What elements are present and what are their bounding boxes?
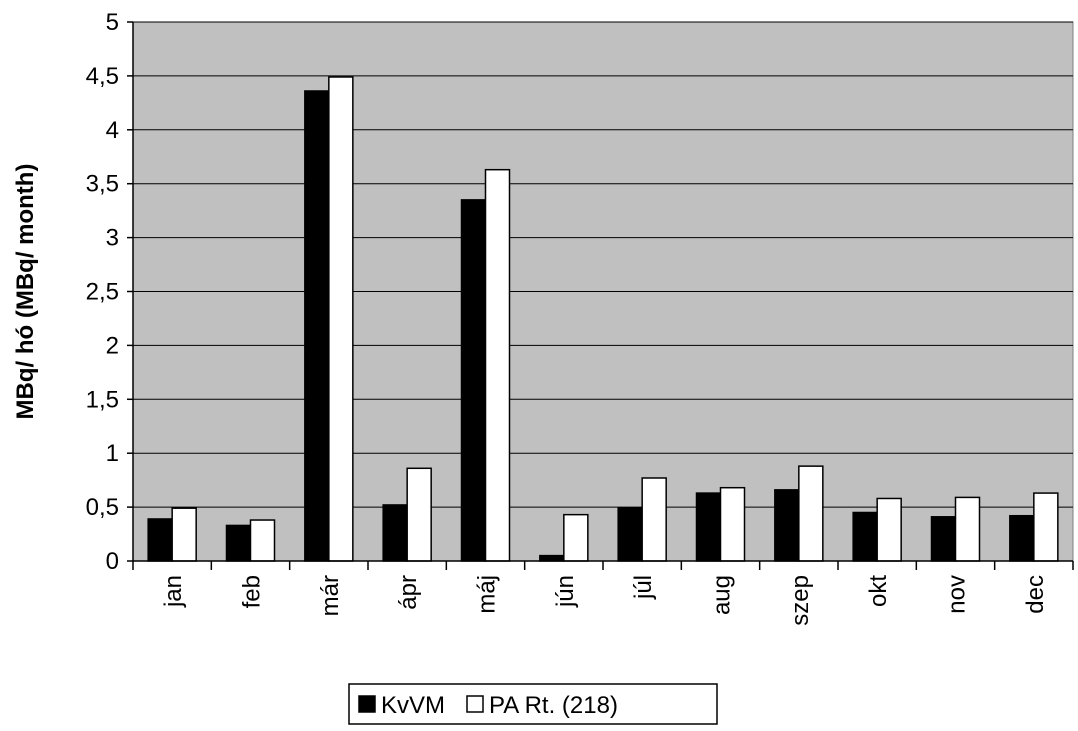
legend-label-kvvm: KvVM	[381, 692, 445, 719]
legend-box	[348, 683, 718, 725]
bar-kvvm-feb	[225, 524, 252, 562]
y-axis-title: MBq/ hó (MBq/ month)	[12, 164, 39, 420]
y-tick-label: 0	[106, 548, 119, 575]
bar-pa-rt-máj	[484, 168, 511, 562]
y-tick-label: 5	[106, 9, 119, 36]
bar-kvvm-jún	[539, 554, 565, 562]
bar-kvvm-szep	[774, 489, 800, 562]
bar-pa-rt-dec	[1033, 492, 1059, 562]
bar-kvvm-okt	[852, 511, 878, 562]
bar-pa-rt-júl	[641, 477, 667, 562]
bar-pa-rt-okt	[876, 497, 902, 562]
y-tick-label: 3	[106, 225, 119, 252]
x-tick-label-feb: feb	[239, 575, 266, 608]
bar-kvvm-aug	[695, 492, 722, 562]
bar-pa-rt-aug	[719, 486, 746, 562]
bar-pa-rt-nov	[954, 496, 981, 562]
bar-kvvm-már	[304, 90, 330, 562]
x-tick-labels: jan feb már ápr máj jún júl aug szep okt nov dec	[160, 575, 1049, 626]
x-tick-label-ápr: ápr	[395, 575, 422, 610]
x-tick-label-aug: aug	[709, 575, 736, 615]
bar-kvvm-máj	[460, 199, 487, 562]
bar-pa-rt-ápr	[406, 467, 432, 562]
y-tick-label: 3,5	[86, 171, 119, 198]
bar-kvvm-júl	[617, 507, 643, 562]
bar-pa-rt-jan	[171, 507, 197, 562]
legend-swatch-kvvm	[358, 695, 376, 713]
x-tick-label-okt: okt	[865, 575, 892, 607]
legend-label-pa-rt: PA Rt. (218)	[489, 692, 618, 719]
y-tick-label: 2	[106, 332, 119, 359]
legend-swatch-pa-rt	[466, 695, 484, 713]
y-tick-label: 1,5	[86, 386, 119, 413]
y-tick-label: 4,5	[86, 63, 119, 90]
x-tick-label-jan: jan	[160, 575, 187, 608]
bar-pa-rt-jún	[563, 513, 589, 562]
y-tick-label: 1	[106, 440, 119, 467]
bar-pa-rt-feb	[249, 519, 276, 562]
y-tick-label: 0,5	[86, 494, 119, 521]
y-tick-label: 2,5	[86, 279, 119, 306]
bar-kvvm-jan	[147, 518, 173, 562]
x-tick-label-jún: jún	[552, 575, 579, 608]
x-tick-label-júl: júl	[630, 575, 657, 600]
y-tick-label: 4	[106, 117, 119, 144]
x-tick-label-máj: máj	[474, 575, 501, 614]
gridlines	[133, 21, 1073, 508]
legend: KvVM PA Rt. (218)	[348, 683, 718, 725]
x-tick-label-szep: szep	[787, 575, 814, 626]
x-tick-label-már: már	[317, 575, 344, 616]
bar-kvvm-ápr	[382, 504, 408, 562]
bar-kvvm-nov	[930, 516, 957, 562]
bar-pa-rt-szep	[798, 465, 824, 562]
y-tick-labels: 0 0,5 1 1,5 2 2,5 3 3,5 4 4,5 5	[86, 9, 119, 575]
bar-kvvm-dec	[1009, 514, 1035, 562]
bar-pa-rt-már	[328, 76, 354, 562]
x-tick-label-nov: nov	[944, 575, 971, 614]
axes	[127, 21, 1074, 570]
x-tick-label-dec: dec	[1022, 575, 1049, 614]
